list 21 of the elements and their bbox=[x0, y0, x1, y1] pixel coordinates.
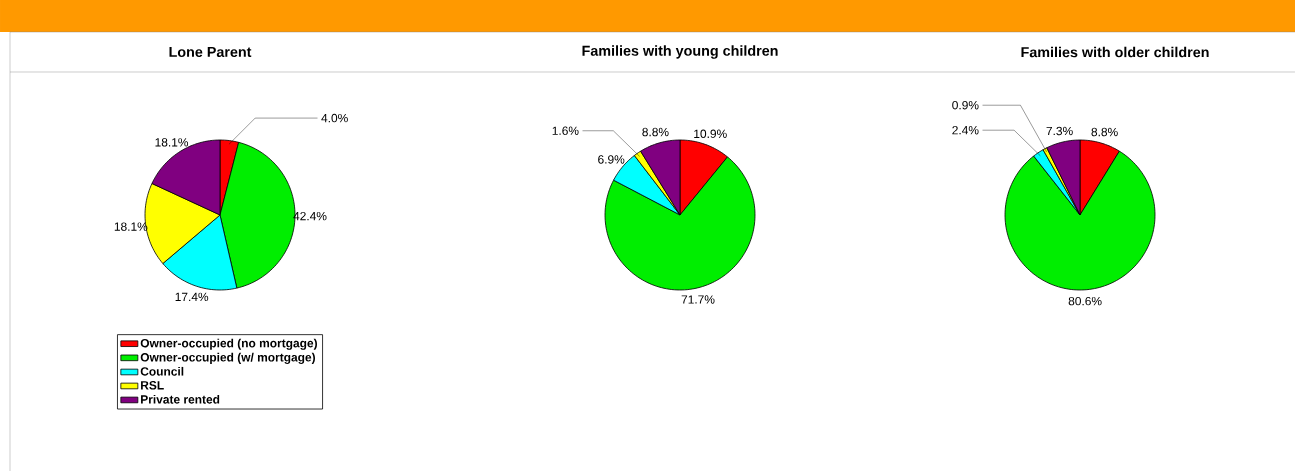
legend-label: Council bbox=[140, 366, 184, 376]
legend-label: Owner-occupied (no mortgage) bbox=[140, 338, 317, 350]
legend-label: Private rented bbox=[141, 394, 220, 404]
chart-title: Lone Parent bbox=[169, 46, 252, 57]
data-label: 80.6% bbox=[1068, 296, 1102, 306]
data-label: 4.0% bbox=[321, 113, 348, 123]
data-label: 7.3% bbox=[1046, 126, 1073, 136]
data-label: 0.9% bbox=[952, 100, 979, 110]
data-label: 71.7% bbox=[681, 295, 715, 304]
data-label: 1.6% bbox=[552, 126, 579, 135]
legend-label: Owner-occupied (w/ mortgage) bbox=[140, 352, 316, 364]
data-label: 6.9% bbox=[598, 155, 625, 164]
chart-title: Families with older children bbox=[1021, 46, 1209, 58]
data-label: 8.8% bbox=[1091, 127, 1118, 137]
data-label: 17.4% bbox=[175, 292, 209, 302]
data-label: 10.9% bbox=[694, 129, 727, 138]
data-label: 2.4% bbox=[952, 126, 979, 135]
data-label: 8.8% bbox=[642, 127, 669, 137]
data-label: 18.1% bbox=[155, 138, 189, 147]
chart-title: Families with young children bbox=[582, 45, 778, 59]
legend-label: RSL bbox=[141, 381, 164, 390]
